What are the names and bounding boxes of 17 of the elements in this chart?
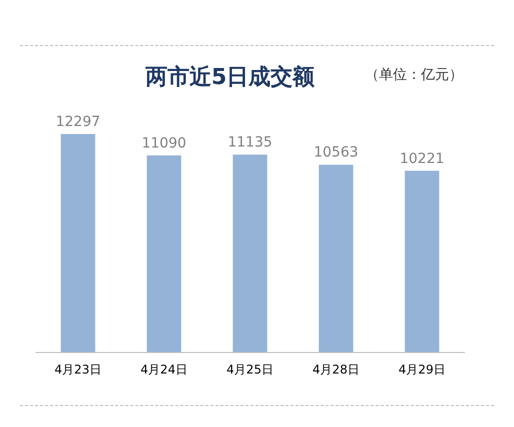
x-tick-label: 4月23日	[54, 362, 102, 376]
x-tick-label: 4月28日	[312, 362, 360, 376]
x-tick-label: 4月25日	[226, 362, 274, 376]
chart-subtitle: （单位：亿元）	[365, 66, 463, 84]
x-tick-label: 4月29日	[398, 362, 446, 376]
data-label: 12297	[56, 114, 100, 130]
bar	[318, 164, 354, 352]
bar	[146, 155, 182, 352]
data-label: 11135	[228, 134, 272, 151]
bar	[232, 154, 268, 352]
data-label: 10563	[314, 144, 358, 161]
x-tick-label: 4月24日	[140, 362, 188, 376]
bar	[404, 170, 440, 352]
data-label: 10221	[400, 150, 444, 167]
data-label: 11090	[142, 135, 186, 152]
chart-title: 两市近5日成交额	[145, 65, 315, 90]
bar	[60, 134, 96, 352]
